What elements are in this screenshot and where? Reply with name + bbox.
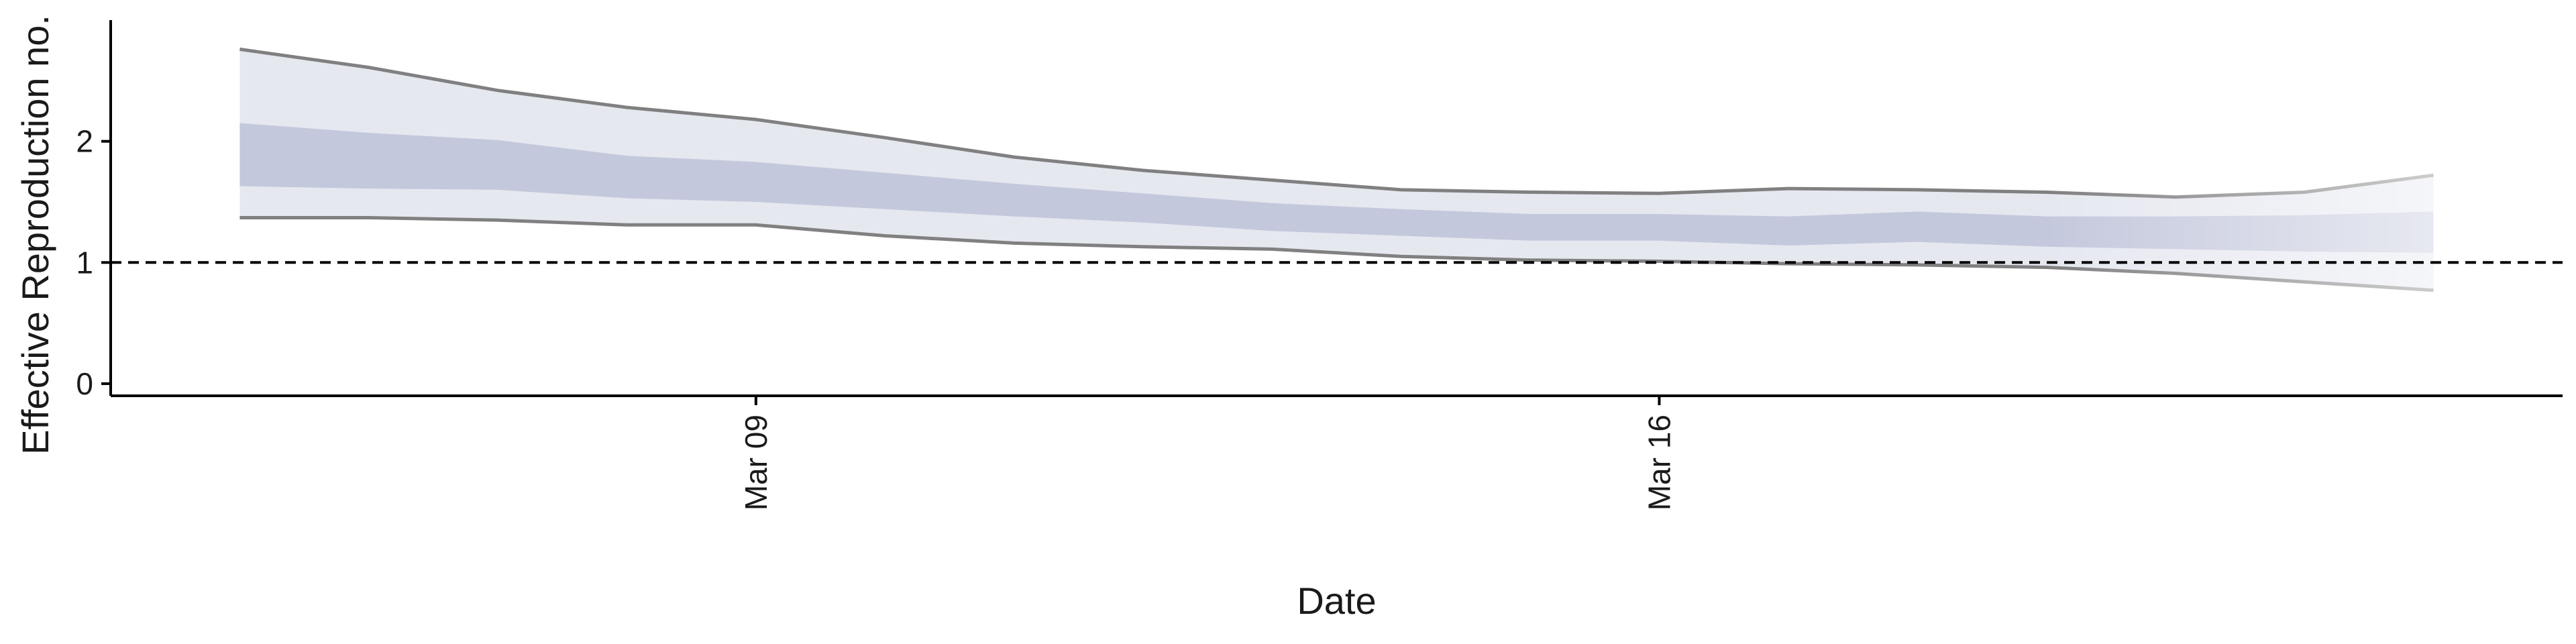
credible-bands <box>239 49 2434 290</box>
y-tick-label: 0 <box>76 366 93 401</box>
x-ticks: Mar 09 Mar 16 <box>739 396 1676 511</box>
x-axis-title: Date <box>1297 580 1376 622</box>
upper-bound-line <box>239 47 2434 199</box>
plot-content <box>239 47 2434 292</box>
lower-bound-line <box>239 216 2434 292</box>
axes: Mar 09 Mar 16 0 1 2 <box>76 20 2563 511</box>
y-tick-label: 1 <box>76 245 93 280</box>
y-tick-label: 2 <box>76 124 93 159</box>
x-tick-label: Mar 16 <box>1642 415 1676 511</box>
x-tick-label: Mar 09 <box>739 415 773 511</box>
band-50-percent <box>239 123 2434 253</box>
y-ticks: 0 1 2 <box>76 124 111 401</box>
y-axis-title: Effective Reproduction no. <box>14 15 56 455</box>
bound-lines <box>239 47 2434 292</box>
